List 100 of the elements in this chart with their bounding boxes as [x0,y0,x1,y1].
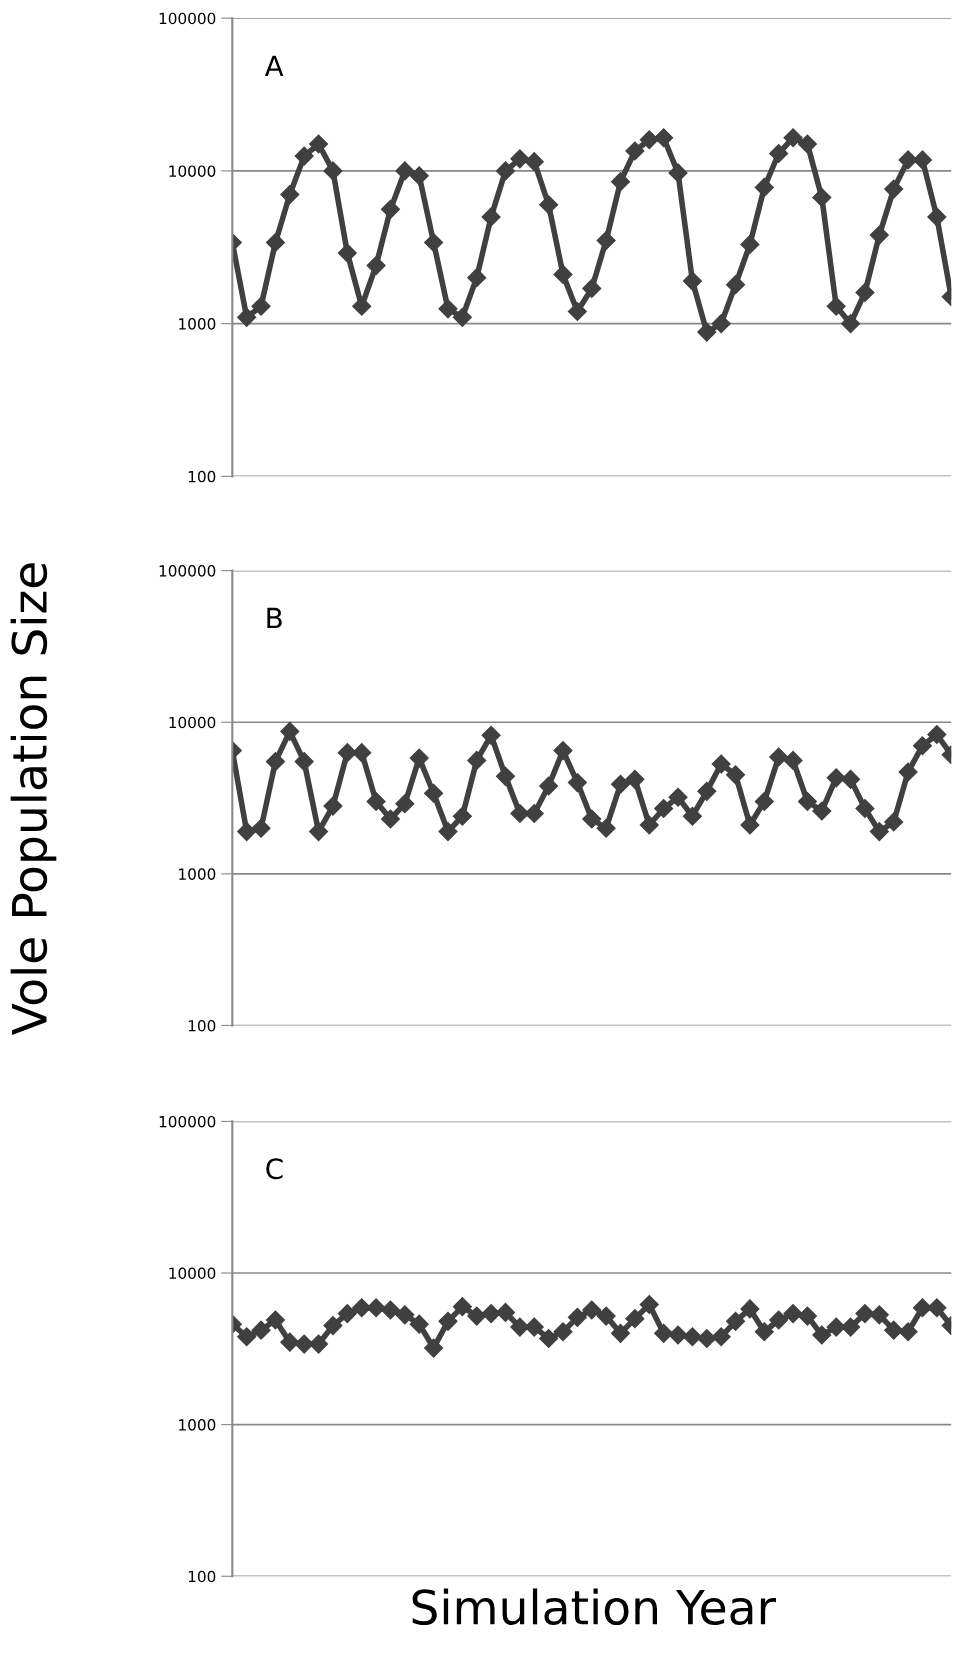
point [582,1300,602,1320]
point [294,1334,314,1354]
y-tick-label: 1000 [179,318,216,330]
point [524,152,544,172]
annotation: B [267,607,282,629]
point [265,752,285,772]
point [251,818,271,838]
point [797,1306,817,1326]
point [467,750,487,770]
point [553,741,573,761]
point [294,146,314,166]
point [711,754,731,774]
point [237,307,257,327]
point [855,798,875,818]
point [812,187,832,208]
point [280,721,300,741]
point [869,1305,889,1325]
point [280,1332,300,1352]
point [481,1304,501,1324]
point [510,803,530,824]
point [366,791,386,812]
point [769,1310,789,1330]
point [582,809,602,829]
point [510,1317,530,1337]
point [596,818,616,838]
point [783,1304,803,1324]
point [553,1322,573,1342]
y-axis-title: Vole Population Size [10,563,57,1036]
point [467,268,487,288]
point [424,783,444,803]
point [495,161,516,181]
point [682,806,702,826]
point [797,134,817,154]
point [625,769,645,789]
point [237,1327,257,1347]
point [697,322,717,342]
point [625,141,645,161]
point [309,1334,329,1354]
point [711,1327,731,1347]
point [265,1310,285,1330]
y-tick-label: 100 [188,1570,216,1583]
point [826,296,846,316]
point [596,1306,616,1326]
point [797,791,817,812]
point [740,234,760,254]
y-tick-label: 10000 [169,1267,216,1280]
point [869,225,889,245]
point [495,1302,516,1322]
x-axis-title: Simulation Year [412,1588,776,1625]
point [697,1328,717,1349]
y-tick-label: 100000 [159,1115,216,1128]
point [841,314,861,334]
point [438,1311,458,1331]
point [510,149,530,169]
point [927,207,947,227]
point [841,1317,861,1337]
point [567,773,587,793]
point [711,314,731,334]
point [912,736,932,756]
y-tick-label: 10000 [169,165,216,177]
point [380,809,401,829]
point [452,806,472,826]
point [280,185,300,205]
point [395,794,415,814]
point [366,256,386,276]
y-tick-label: 100000 [159,12,216,25]
point [409,748,429,768]
point [409,1314,429,1334]
point [553,264,573,284]
point [337,243,357,263]
point [912,150,932,170]
point [654,1323,674,1343]
point [539,1328,559,1349]
point [567,302,587,322]
point [380,199,401,219]
point [395,161,415,181]
point [754,177,774,197]
point [352,743,372,763]
point [366,1298,386,1318]
point [740,815,760,835]
point [826,768,846,788]
point [337,1304,357,1324]
point [481,207,501,227]
point [654,798,674,818]
point [654,128,674,148]
point [668,163,688,183]
point [380,1300,401,1320]
point [812,1325,832,1345]
y-tick-label: 1000 [179,1419,216,1431]
point [251,1320,271,1340]
point [438,299,458,319]
point [251,296,271,316]
point [481,725,501,745]
point [610,1323,631,1343]
point [682,271,702,291]
point [912,1298,932,1318]
point [567,1307,587,1327]
annotation: C [266,1158,283,1180]
point [438,822,458,842]
point [740,1299,760,1319]
